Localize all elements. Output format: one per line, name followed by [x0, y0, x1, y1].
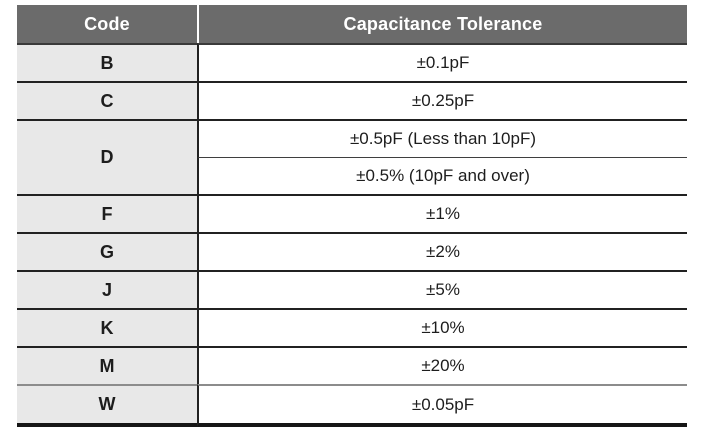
tolerance-cell: ±0.5% (10pF and over) [197, 157, 687, 194]
tolerance-cell: ±20% [197, 346, 687, 384]
code-cell: D [17, 119, 197, 194]
tolerance-cell: ±0.1pF [197, 43, 687, 81]
code-cell: B [17, 43, 197, 81]
header-row: Code Capacitance Tolerance [17, 5, 687, 43]
code-cell: J [17, 270, 197, 308]
tolerance-cell: ±0.05pF [197, 384, 687, 427]
capacitance-tolerance-table: Code Capacitance Tolerance B ±0.1pF C ±0… [17, 5, 687, 427]
tolerance-cell: ±2% [197, 232, 687, 270]
tolerance-cell: ±0.25pF [197, 81, 687, 119]
table-row: ±0.5% (10pF and over) [17, 157, 687, 194]
header-code: Code [17, 5, 197, 43]
table-row: B ±0.1pF [17, 43, 687, 81]
code-cell: M [17, 346, 197, 384]
tolerance-cell: ±10% [197, 308, 687, 346]
table-row: K ±10% [17, 308, 687, 346]
code-cell: G [17, 232, 197, 270]
header-tolerance: Capacitance Tolerance [197, 5, 687, 43]
table-row: J ±5% [17, 270, 687, 308]
table-row: C ±0.25pF [17, 81, 687, 119]
table-row: D ±0.5pF (Less than 10pF) [17, 119, 687, 194]
code-cell: F [17, 194, 197, 232]
tolerance-cell: ±1% [197, 194, 687, 232]
tolerance-cell: ±5% [197, 270, 687, 308]
code-cell: K [17, 308, 197, 346]
table-row: M ±20% [17, 346, 687, 384]
tolerance-cell: ±0.5pF (Less than 10pF) [197, 119, 687, 157]
table-row: G ±2% [17, 232, 687, 270]
code-cell: C [17, 81, 197, 119]
code-cell: W [17, 384, 197, 427]
table-row: W ±0.05pF [17, 384, 687, 427]
table-row: F ±1% [17, 194, 687, 232]
